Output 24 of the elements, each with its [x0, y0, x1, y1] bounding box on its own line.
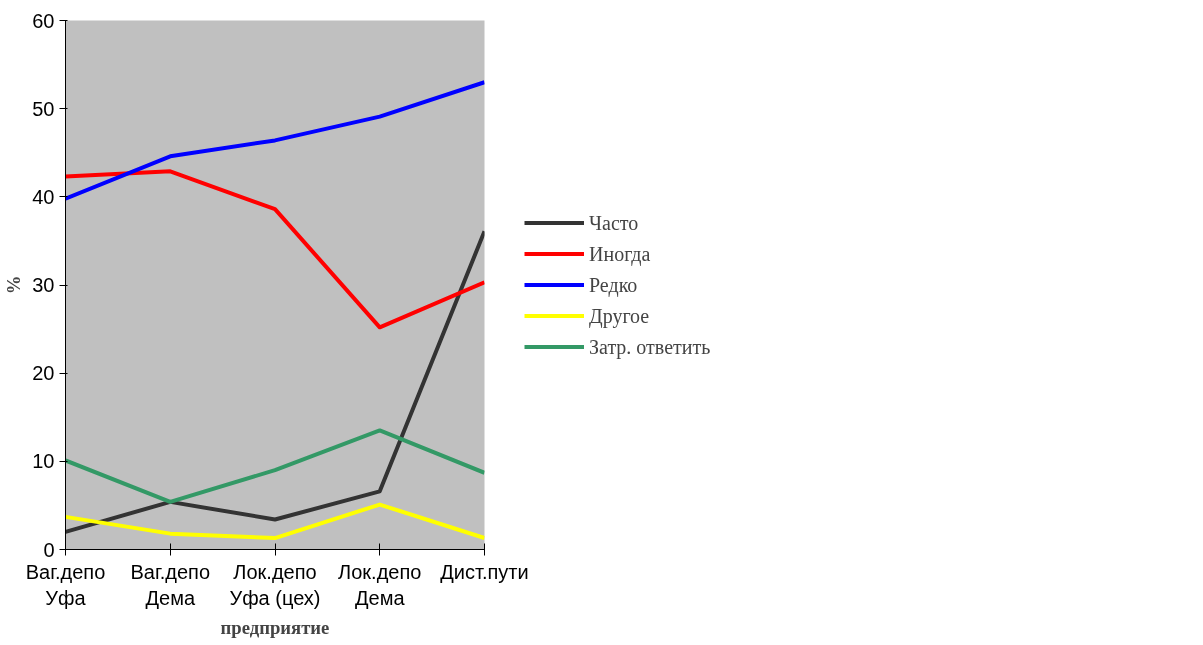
legend-label: Иногда: [589, 242, 651, 265]
y-tick-label: 30: [32, 274, 55, 296]
x-tick-label: Дист.пути: [440, 560, 529, 583]
x-tick-label: Лок.депо Дема: [338, 560, 422, 609]
x-tick-label: Лок.депо Уфа (цех): [229, 560, 321, 609]
x-tick-label: Ваг.депо Уфа: [25, 560, 106, 609]
y-tick-label: 20: [32, 362, 55, 385]
y-axis-title: %: [3, 275, 25, 295]
legend-label: Другое: [589, 304, 650, 327]
y-tick-label: 10: [32, 450, 55, 473]
x-axis-title: предприятие: [220, 616, 330, 638]
x-tick-label: Ваг.депо Дема: [130, 560, 211, 609]
line-series: [65, 80, 485, 201]
line-series: [65, 169, 485, 330]
y-tick-label: 40: [32, 185, 55, 208]
line-series: [65, 428, 485, 504]
line-series: [65, 229, 485, 534]
line-series: [65, 502, 485, 541]
y-tick-label: 0: [43, 538, 55, 561]
legend-label: Часто: [589, 211, 639, 234]
y-tick-label: 50: [32, 97, 55, 120]
legend-label: Редко: [589, 273, 638, 296]
y-tick-label: 60: [32, 9, 55, 32]
legend-label: Затр. ответить: [589, 335, 711, 358]
